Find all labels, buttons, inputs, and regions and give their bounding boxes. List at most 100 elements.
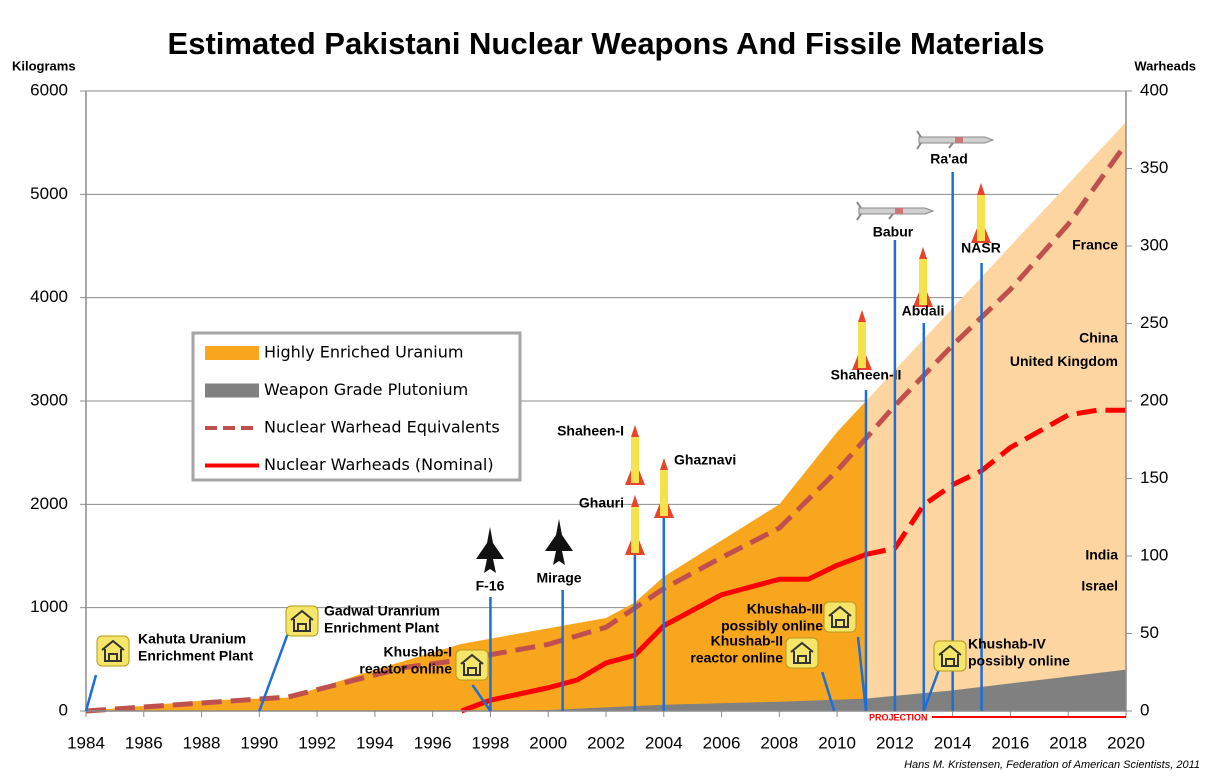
missile-icon xyxy=(654,458,674,518)
facility-icon xyxy=(785,637,819,669)
y2-axis-label: Warheads xyxy=(1134,58,1196,73)
facility-icon xyxy=(96,635,130,667)
x-tick-label: 2020 xyxy=(1107,733,1145,752)
y2-tick-label: 200 xyxy=(1140,390,1168,409)
missile-icon xyxy=(971,183,991,243)
projection-label-bg xyxy=(866,712,932,723)
facility-icon xyxy=(285,605,319,637)
area xyxy=(490,669,1126,711)
missile-body xyxy=(631,437,639,483)
event-line xyxy=(84,674,98,712)
event-line xyxy=(821,671,836,712)
legend-label: Nuclear Warheads (Nominal) xyxy=(264,455,494,474)
x-tick-label: 2000 xyxy=(529,733,567,752)
x-tick-label: 2014 xyxy=(934,733,972,752)
y2-tick-label: 150 xyxy=(1140,468,1168,487)
x-tick-label: 2008 xyxy=(760,733,798,752)
event-label: Khushab-I xyxy=(384,644,452,660)
x-tick-label: 1996 xyxy=(414,733,452,752)
event-label: Babur xyxy=(873,224,914,240)
y2-tick-label: 300 xyxy=(1140,235,1168,254)
y-tick-label: 1000 xyxy=(30,597,68,616)
event-line xyxy=(922,669,940,712)
plot-data xyxy=(85,122,1129,714)
event-label: Enrichment Plant xyxy=(324,620,439,636)
missile-body xyxy=(858,322,866,368)
cruise-missile-icon xyxy=(916,130,995,150)
legend-label: Highly Enriched Uranium xyxy=(264,343,463,362)
projection-area xyxy=(866,122,1126,711)
event-label: Enrichment Plant xyxy=(138,648,253,664)
facility-icon xyxy=(455,649,489,681)
x-tick-label: 2018 xyxy=(1049,733,1087,752)
event-label: Shaheen-I xyxy=(557,423,624,439)
event-label: F-16 xyxy=(476,578,505,594)
reference-label: Israel xyxy=(1081,578,1118,594)
event-label: Mirage xyxy=(536,570,581,586)
chart-title: Estimated Pakistani Nuclear Weapons And … xyxy=(168,26,1045,61)
event-label: Khushab-II xyxy=(711,633,783,649)
event-label: Khushab-III xyxy=(747,601,823,617)
line xyxy=(460,552,867,714)
reference-label: United Kingdom xyxy=(1010,353,1118,369)
missile-nose xyxy=(977,183,985,195)
icon-house xyxy=(460,653,484,676)
y-axis-label: Kilograms xyxy=(12,58,76,73)
x-tick-label: 2010 xyxy=(818,733,856,752)
y2-tick-label: 50 xyxy=(1140,623,1159,642)
y-tick-label: 0 xyxy=(59,700,68,719)
aircraft-icon xyxy=(476,527,504,573)
line xyxy=(85,142,1129,714)
event-line xyxy=(856,636,868,712)
cruise-missile-icon xyxy=(856,201,935,221)
event-label: Ghaznavi xyxy=(674,452,736,468)
cruise-fins xyxy=(916,130,954,150)
legend: Highly Enriched Uranium Weapon Grade Plut… xyxy=(191,331,522,482)
missile-nose xyxy=(660,458,668,470)
projection-label: PROJECTION xyxy=(869,712,928,722)
area xyxy=(86,401,866,711)
y-tick-label: 3000 xyxy=(30,390,68,409)
event-label: Abdali xyxy=(902,303,945,319)
legend-label: Nuclear Warhead Equivalents xyxy=(264,418,500,437)
y-tick-label: 5000 xyxy=(30,184,68,203)
legend-swatch xyxy=(205,346,259,360)
event-label: Ra'ad xyxy=(930,151,968,167)
event-label: Gadwal Uranrium xyxy=(324,603,440,619)
x-tick-label: 2006 xyxy=(703,733,741,752)
event-label: Khushab-IV xyxy=(968,636,1046,652)
missile-nose xyxy=(858,310,866,322)
cruise-band xyxy=(955,137,963,143)
y2-tick-label: 250 xyxy=(1140,313,1168,332)
event-line xyxy=(258,634,289,712)
event-line xyxy=(471,684,492,712)
x-tick-label: 2004 xyxy=(645,733,683,752)
event-label: possibly online xyxy=(721,618,823,634)
icon-house xyxy=(828,605,852,628)
missile-icon xyxy=(913,247,933,307)
x-tick-label: 1992 xyxy=(298,733,336,752)
x-tick-label: 2016 xyxy=(992,733,1030,752)
x-tick-label: 1986 xyxy=(125,733,163,752)
missile-nose xyxy=(631,425,639,437)
y2-tick-label: 350 xyxy=(1140,158,1168,177)
reference-label: China xyxy=(1079,330,1118,346)
y-tick-label: 4000 xyxy=(30,287,68,306)
x-tick-label: 1994 xyxy=(356,733,394,752)
y2-tick-label: 400 xyxy=(1140,80,1168,99)
reference-label: India xyxy=(1085,547,1118,563)
x-tick-label: 2002 xyxy=(587,733,625,752)
missile-body xyxy=(977,195,985,241)
reference-label: France xyxy=(1072,237,1118,253)
x-tick-label: 2012 xyxy=(876,733,914,752)
aircraft-icon xyxy=(545,519,573,565)
icon-house xyxy=(790,641,814,664)
x-tick-label: 1998 xyxy=(472,733,510,752)
y-tick-label: 2000 xyxy=(30,494,68,513)
x-tick-label: 1984 xyxy=(67,733,105,752)
event-label: possibly online xyxy=(968,653,1070,669)
y2-tick-label: 0 xyxy=(1140,700,1149,719)
y-tick-label: 6000 xyxy=(30,80,68,99)
